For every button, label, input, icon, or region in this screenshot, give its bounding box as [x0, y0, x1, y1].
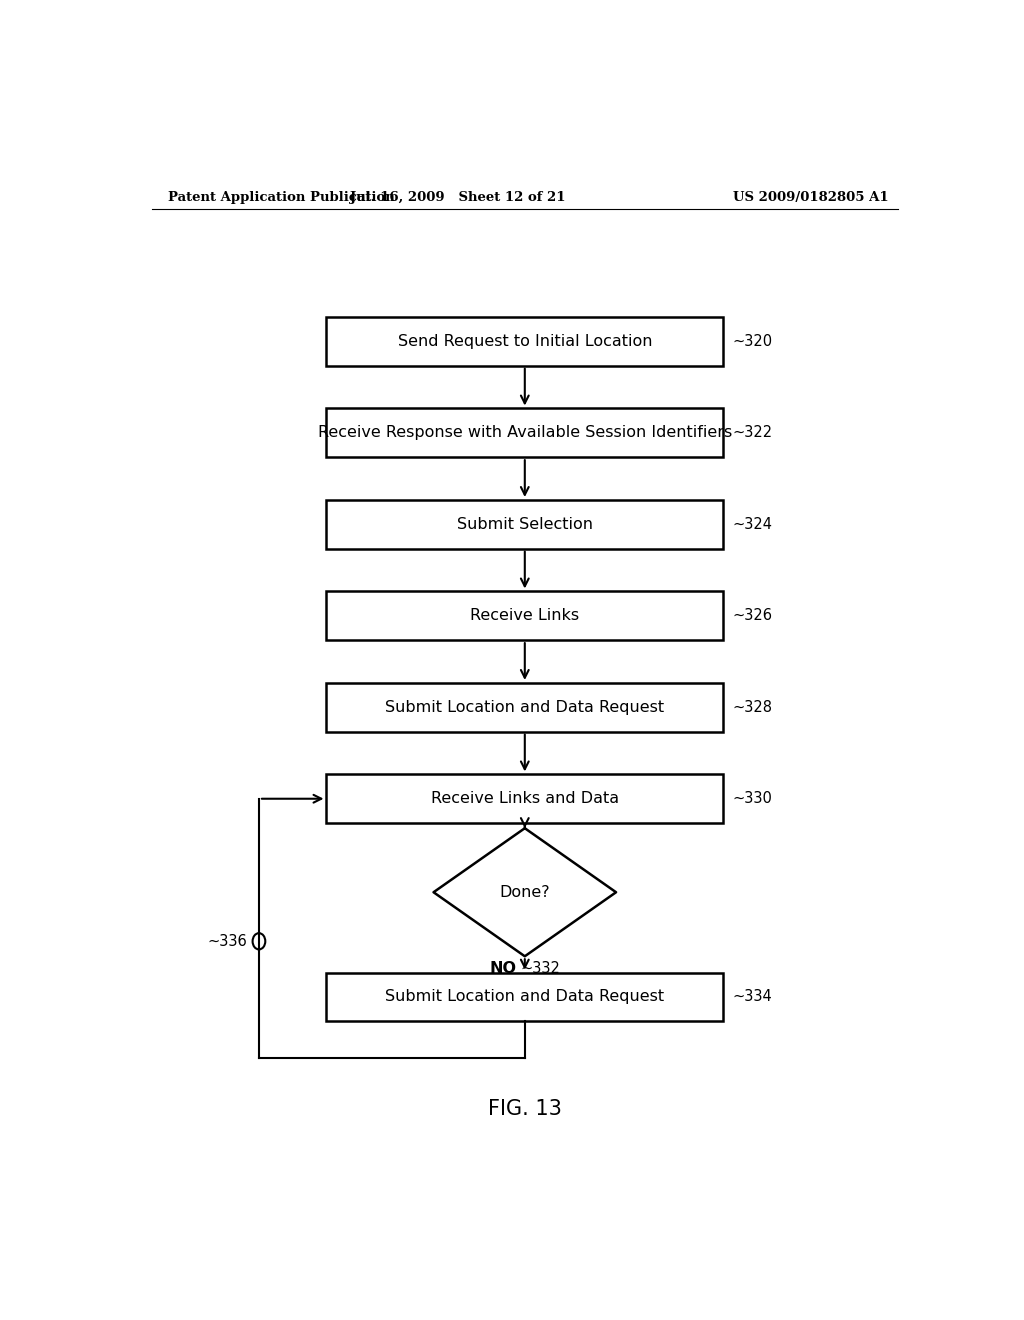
Text: Submit Selection: Submit Selection [457, 517, 593, 532]
Polygon shape [433, 828, 616, 956]
Text: ∼320: ∼320 [733, 334, 773, 348]
Text: FIG. 13: FIG. 13 [487, 1098, 562, 1119]
Bar [327, 591, 723, 640]
Text: Receive Response with Available Session Identifiers: Receive Response with Available Session … [317, 425, 732, 441]
Text: ∼336: ∼336 [207, 933, 247, 949]
Text: NO: NO [489, 961, 517, 977]
Text: Patent Application Publication: Patent Application Publication [168, 190, 394, 203]
Text: Submit Location and Data Request: Submit Location and Data Request [385, 700, 665, 714]
Text: ∼330: ∼330 [733, 791, 772, 807]
Text: Jul. 16, 2009   Sheet 12 of 21: Jul. 16, 2009 Sheet 12 of 21 [349, 190, 565, 203]
Bar [327, 682, 723, 731]
Bar [327, 973, 723, 1022]
Bar [327, 317, 723, 366]
Text: ∼328: ∼328 [733, 700, 773, 714]
Text: ∼322: ∼322 [733, 425, 773, 441]
Text: Done?: Done? [500, 884, 550, 900]
Text: ∼332: ∼332 [521, 961, 561, 977]
Bar [327, 775, 723, 824]
Bar [327, 500, 723, 549]
Text: US 2009/0182805 A1: US 2009/0182805 A1 [733, 190, 888, 203]
Bar [327, 408, 723, 457]
Text: Receive Links: Receive Links [470, 609, 580, 623]
Text: ∼334: ∼334 [733, 990, 772, 1005]
Text: Submit Location and Data Request: Submit Location and Data Request [385, 990, 665, 1005]
Text: Receive Links and Data: Receive Links and Data [431, 791, 618, 807]
Text: ∼326: ∼326 [733, 609, 773, 623]
Text: Send Request to Initial Location: Send Request to Initial Location [397, 334, 652, 348]
Text: ∼324: ∼324 [733, 517, 773, 532]
